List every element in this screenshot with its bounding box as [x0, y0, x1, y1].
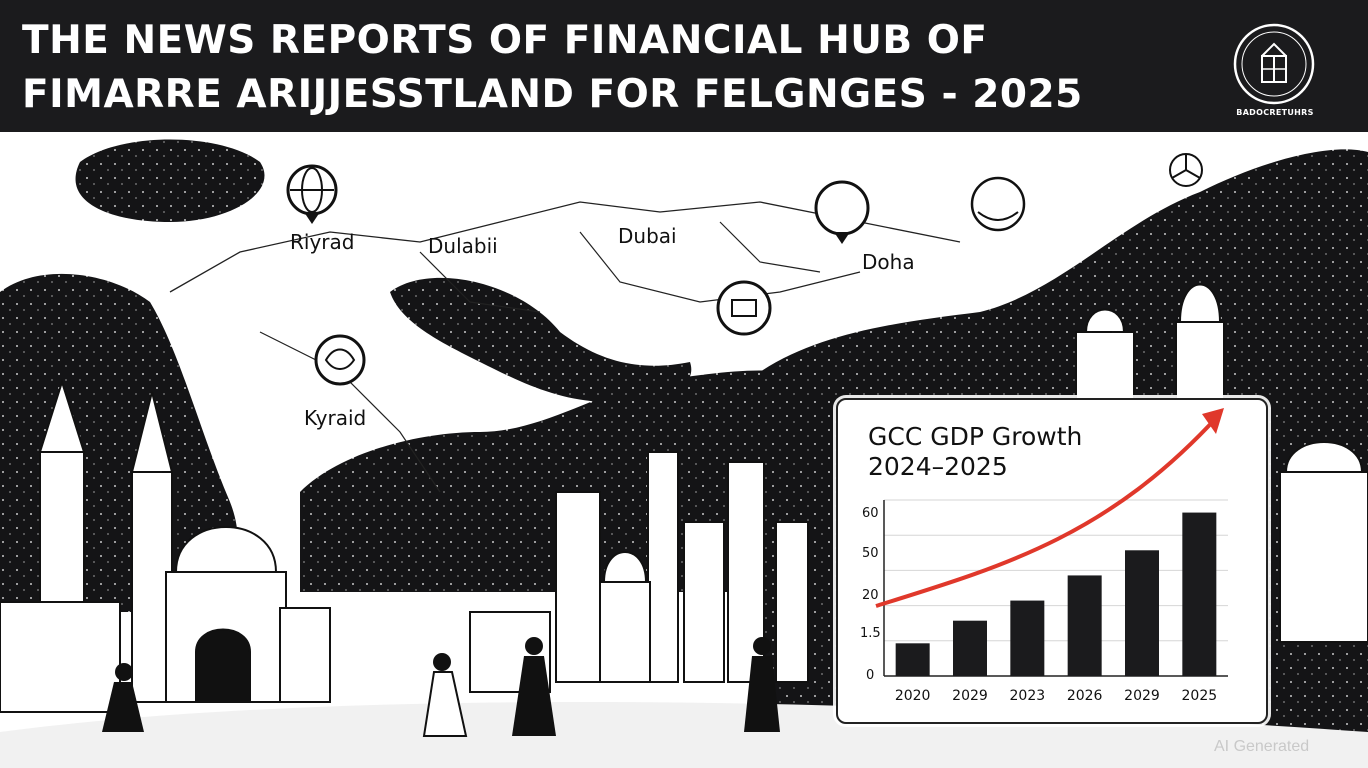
trend-arrow	[875, 414, 1220, 608]
header-banner: THE NEWS REPORTS OF FINANCIAL HUB OF FIM…	[0, 0, 1368, 132]
city-label-doha: Doha	[862, 250, 915, 274]
dhow-icon	[970, 176, 1026, 232]
script-pin-icon	[814, 180, 870, 244]
tripod-icon	[1169, 153, 1203, 187]
y-tick-label: 20	[862, 588, 879, 603]
walking-figures	[102, 637, 780, 737]
city-label-kyraid: Kyraid	[304, 406, 367, 430]
x-tick-label: 2025	[1181, 688, 1218, 704]
bar-0	[895, 643, 930, 676]
center-skyline	[469, 451, 809, 693]
watermark: AI Generated	[1214, 738, 1310, 755]
bar-2	[1010, 600, 1045, 676]
seal-caption: BADOCRETUHRS	[1236, 108, 1314, 117]
bar-5	[1182, 512, 1217, 676]
city-label-dubai: Dubai	[618, 224, 677, 248]
bar-4	[1125, 550, 1159, 676]
tower-pin-icon	[716, 280, 772, 336]
sea-region-gulf	[390, 277, 692, 402]
bar-3	[1067, 575, 1102, 676]
y-tick-label: 1.5	[860, 626, 881, 641]
globe-pin-icon	[286, 164, 338, 224]
x-tick-label: 2026	[1066, 688, 1103, 704]
y-tick-label: 50	[862, 546, 879, 561]
gdp-bar-chart	[875, 408, 1228, 677]
x-tick-label: 2023	[1009, 688, 1046, 704]
emblem-pin-icon	[314, 334, 366, 386]
sea-region-north	[75, 139, 265, 222]
trend-arrow-head	[1202, 408, 1224, 434]
x-tick-label: 2029	[952, 688, 988, 704]
y-tick-label: 0	[866, 668, 875, 683]
bar-1	[953, 620, 987, 676]
left-skyline	[0, 378, 331, 713]
x-tick-label: 2020	[894, 688, 931, 704]
x-tick-label: 2029	[1124, 688, 1160, 704]
city-label-riyrad: Riyrad	[290, 230, 355, 254]
y-tick-label: 60	[862, 506, 879, 521]
city-label-dulabii: Dulabii	[428, 234, 498, 258]
page-title: THE NEWS REPORTS OF FINANCIAL HUB OF FIM…	[22, 18, 1083, 117]
chart-title: GCC GDP Growth 2024–2025	[868, 422, 1083, 481]
seal-logo-icon	[1233, 23, 1315, 105]
